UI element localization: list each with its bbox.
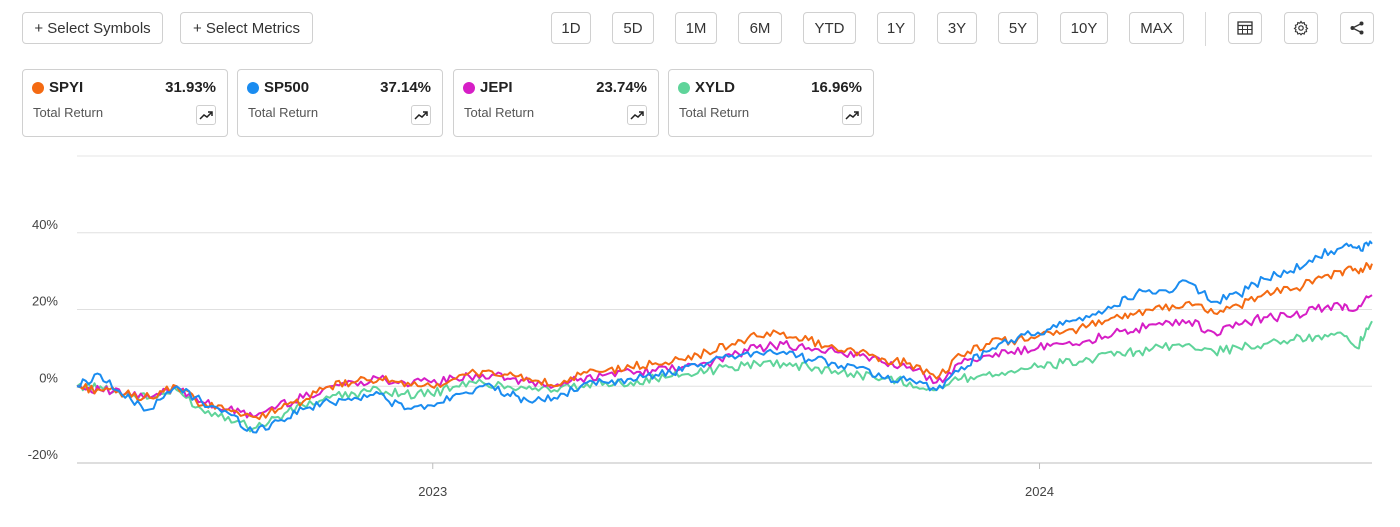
total-return-chart: 40% 20% 0% -20% 2023 2024: [28, 155, 1373, 499]
x-tick-label: 2024: [1025, 484, 1054, 499]
symbol-card-jepi[interactable]: JEPI 23.74% Total Return: [453, 69, 659, 137]
range-3y-button[interactable]: 3Y: [937, 12, 977, 44]
range-1y-button[interactable]: 1Y: [877, 12, 915, 44]
card-value: 23.74%: [596, 79, 647, 96]
y-tick-label: -20%: [28, 447, 59, 462]
card-metric: Total Return: [679, 105, 750, 120]
card-value: 31.93%: [165, 79, 216, 96]
series-color-dot: [463, 82, 475, 94]
settings-button[interactable]: [1284, 12, 1318, 44]
trend-up-icon: [199, 111, 213, 120]
series-color-dot: [678, 82, 690, 94]
series-color-dot: [32, 82, 44, 94]
select-symbols-button[interactable]: + Select Symbols: [22, 12, 163, 44]
card-symbol: JEPI: [480, 79, 513, 96]
x-tick-label: 2023: [418, 484, 447, 499]
card-metric: Total Return: [248, 105, 319, 120]
symbol-card-xyld[interactable]: XYLD 16.96% Total Return: [668, 69, 874, 137]
series-line-sp500: [76, 240, 1373, 434]
range-5y-button[interactable]: 5Y: [998, 12, 1038, 44]
series-line-spyi: [76, 262, 1373, 421]
trend-up-icon: [630, 111, 644, 120]
y-tick-label: 0%: [39, 370, 58, 385]
card-symbol: SP500: [264, 79, 310, 96]
range-6m-button[interactable]: 6M: [738, 12, 782, 44]
select-metrics-button[interactable]: + Select Metrics: [180, 12, 313, 44]
share-button[interactable]: [1340, 12, 1374, 44]
series-line-xyld: [76, 320, 1373, 433]
symbol-card-sp500[interactable]: SP500 37.14% Total Return: [237, 69, 443, 137]
trend-up-icon: [414, 111, 428, 120]
y-tick-label: 20%: [32, 294, 58, 309]
range-10y-button[interactable]: 10Y: [1060, 12, 1108, 44]
card-metric: Total Return: [33, 105, 104, 120]
trend-chart-button[interactable]: [196, 105, 216, 125]
range-1d-button[interactable]: 1D: [551, 12, 591, 44]
card-value: 37.14%: [380, 79, 431, 96]
range-1m-button[interactable]: 1M: [675, 12, 717, 44]
card-symbol: SPYI: [49, 79, 84, 96]
card-value: 16.96%: [811, 79, 862, 96]
range-max-button[interactable]: MAX: [1129, 12, 1184, 44]
table-icon: [1237, 21, 1253, 35]
card-metric: Total Return: [464, 105, 535, 120]
trend-chart-button[interactable]: [411, 105, 431, 125]
table-view-button[interactable]: [1228, 12, 1262, 44]
trend-chart-button[interactable]: [842, 105, 862, 125]
card-symbol: XYLD: [695, 79, 736, 96]
y-tick-label: 40%: [32, 217, 58, 232]
symbol-card-spyi[interactable]: SPYI 31.93% Total Return: [22, 69, 228, 137]
toolbar-divider: [1205, 12, 1206, 46]
series-color-dot: [247, 82, 259, 94]
trend-chart-button[interactable]: [627, 105, 647, 125]
range-ytd-button[interactable]: YTD: [803, 12, 856, 44]
share-icon: [1350, 21, 1364, 35]
trend-up-icon: [845, 111, 859, 120]
gear-icon: [1293, 20, 1309, 36]
range-5d-button[interactable]: 5D: [612, 12, 654, 44]
